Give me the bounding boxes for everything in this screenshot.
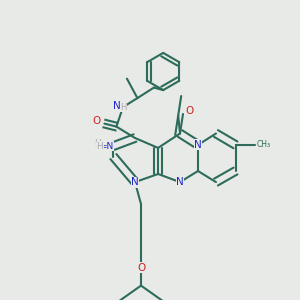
Text: O: O [185, 106, 194, 116]
Text: H: H [94, 139, 101, 148]
Text: N: N [194, 140, 202, 150]
Text: O: O [137, 262, 145, 273]
Text: =N: =N [99, 142, 113, 151]
Text: N: N [176, 177, 184, 187]
Text: O: O [93, 116, 101, 126]
Text: H: H [97, 142, 103, 151]
Text: N: N [131, 177, 139, 187]
Text: N: N [112, 100, 120, 111]
Text: H: H [120, 103, 126, 112]
Text: CH₃: CH₃ [256, 140, 271, 149]
